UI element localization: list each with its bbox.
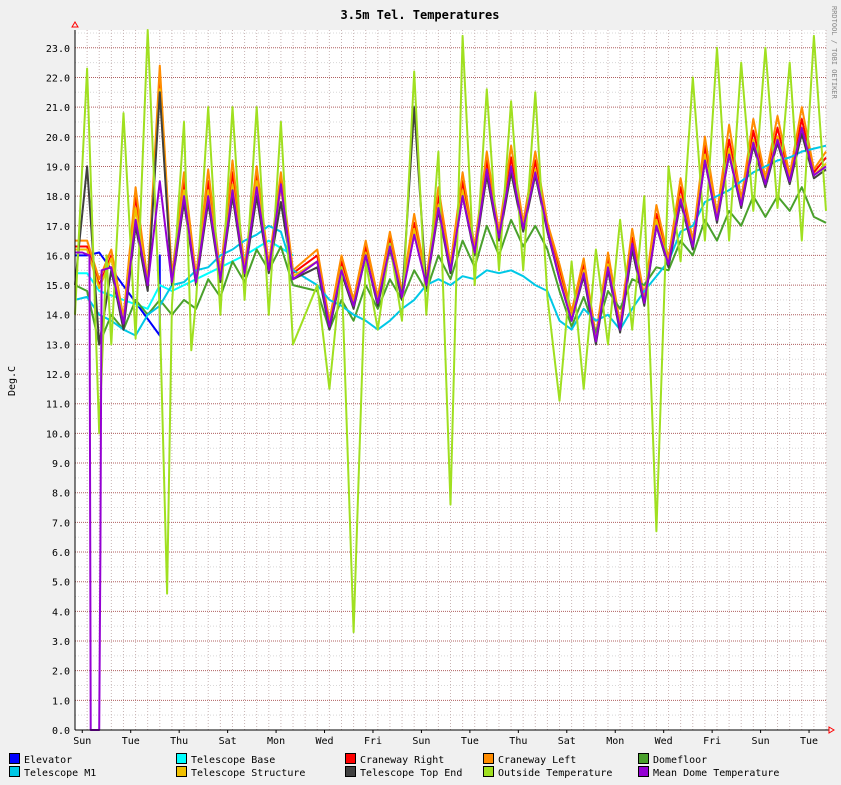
legend-swatch xyxy=(345,766,356,777)
y-tick-label: 0.0 xyxy=(52,726,70,737)
legend-item-craneway-right: Craneway Right xyxy=(345,753,444,767)
y-tick-label: 14.0 xyxy=(46,311,70,322)
legend-label: Outside Temperature xyxy=(498,768,613,779)
legend-label: Mean Dome Temperature xyxy=(653,768,780,779)
legend-label: Telescope Top End xyxy=(360,768,463,779)
y-tick-label: 5.0 xyxy=(52,578,70,589)
y-tick-label: 19.0 xyxy=(46,162,70,173)
legend-label: Telescope M1 xyxy=(24,768,97,779)
y-tick-label: 6.0 xyxy=(52,548,70,559)
legend-swatch xyxy=(176,766,187,777)
rrdtool-credit: RRDTOOL / TOBI OETIKER xyxy=(830,6,838,100)
y-tick-label: 2.0 xyxy=(52,667,70,678)
temperature-chart: 3.5m Tel. Temperatures Deg.C RRDTOOL / T… xyxy=(7,6,838,747)
y-tick-label: 11.0 xyxy=(46,400,70,411)
x-tick-label: Tue xyxy=(800,736,818,747)
x-tick-label: Tue xyxy=(122,736,140,747)
legend-swatch xyxy=(638,766,649,777)
y-tick-label: 16.0 xyxy=(46,251,70,262)
y-tick-label: 18.0 xyxy=(46,192,70,203)
y-tick-label: 13.0 xyxy=(46,340,70,351)
legend-label: Craneway Left xyxy=(498,755,577,766)
x-tick-label: Mon xyxy=(606,736,624,747)
x-tick-label: Sun xyxy=(73,736,91,747)
legend-item-telescope-m1: Telescope M1 xyxy=(9,766,96,780)
y-tick-label: 8.0 xyxy=(52,489,70,500)
y-tick-label: 1.0 xyxy=(52,696,70,707)
legend-swatch xyxy=(483,766,494,777)
legend-item-craneway-left: Craneway Left xyxy=(483,753,576,767)
x-tick-label: Fri xyxy=(703,736,721,747)
legend-item-elevator: Elevator xyxy=(9,753,72,767)
x-tick-label: Tue xyxy=(461,736,479,747)
y-axis-arrow xyxy=(71,21,79,28)
legend-swatch xyxy=(483,753,494,764)
plot-area xyxy=(75,30,826,730)
x-tick-label: Fri xyxy=(364,736,382,747)
legend-label: Craneway Right xyxy=(360,755,445,766)
legend-item-telescope-top-end: Telescope Top End xyxy=(345,766,462,780)
legend-item-mean-dome-temperature: Mean Dome Temperature xyxy=(638,766,779,780)
x-tick-label: Sat xyxy=(558,736,576,747)
axes: 0.0 1.0 2.0 3.0 4.0 5.0 6.0 7.0 8.0 9.0 10.0 11.0 12… xyxy=(46,21,835,747)
legend-item-telescope-base: Telescope Base xyxy=(176,753,275,767)
y-tick-label: 15.0 xyxy=(46,281,70,292)
y-tick-label: 10.0 xyxy=(46,429,70,440)
legend-label: Elevator xyxy=(24,755,73,766)
x-tick-label: Sat xyxy=(219,736,237,747)
series-line-elevator xyxy=(75,251,161,337)
y-tick-label: 17.0 xyxy=(46,222,70,233)
legend-item-outside-temperature: Outside Temperature xyxy=(483,766,612,780)
chart-title: 3.5m Tel. Temperatures xyxy=(341,8,500,22)
x-tick-label: Wed xyxy=(655,736,673,747)
legend-swatch xyxy=(9,766,20,777)
legend-swatch xyxy=(345,753,356,764)
series-line-mean-dome-temperature xyxy=(75,126,827,731)
y-tick-label: 7.0 xyxy=(52,518,70,529)
x-tick-label: Thu xyxy=(170,736,188,747)
legend-label: Domefloor xyxy=(653,755,708,766)
legend: Elevator Telescope Base Craneway Right Cran… xyxy=(0,750,841,782)
legend-item-telescope-structure: Telescope Structure xyxy=(176,766,305,780)
y-tick-label: 9.0 xyxy=(52,459,70,470)
x-tick-label: Sun xyxy=(752,736,770,747)
legend-item-domefloor: Domefloor xyxy=(638,753,707,767)
y-tick-label: 12.0 xyxy=(46,370,70,381)
legend-swatch xyxy=(638,753,649,764)
x-tick-label: Wed xyxy=(315,736,333,747)
series-line-outside-temperature xyxy=(74,29,827,634)
series-group xyxy=(74,29,827,731)
y-tick-label: 4.0 xyxy=(52,607,70,618)
y-tick-label: 3.0 xyxy=(52,637,70,648)
y-tick-label: 23.0 xyxy=(46,44,70,55)
legend-swatch xyxy=(9,753,20,764)
legend-label: Telescope Base xyxy=(191,755,276,766)
x-tick-label: Mon xyxy=(267,736,285,747)
x-tick-label: Sun xyxy=(412,736,430,747)
y-tick-label: 21.0 xyxy=(46,103,70,114)
legend-label: Telescope Structure xyxy=(191,768,306,779)
y-axis-label: Deg.C xyxy=(7,366,18,396)
x-tick-label: Thu xyxy=(509,736,527,747)
y-tick-label: 20.0 xyxy=(46,133,70,144)
legend-swatch xyxy=(176,753,187,764)
y-tick-label: 22.0 xyxy=(46,73,70,84)
x-axis-arrow xyxy=(828,726,835,734)
